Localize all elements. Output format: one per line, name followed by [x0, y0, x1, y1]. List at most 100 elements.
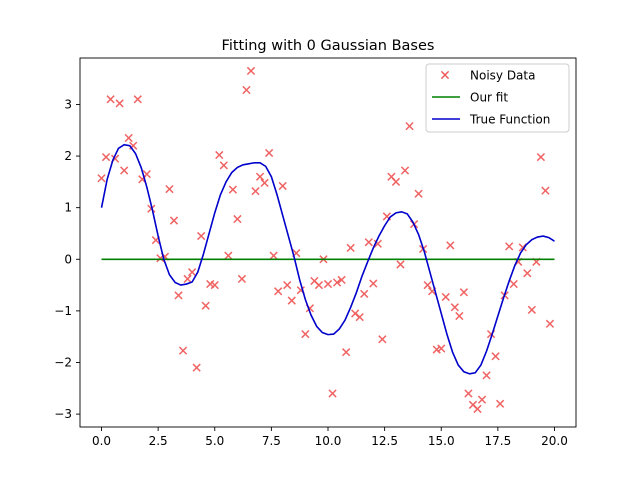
data-point	[255, 172, 265, 181]
data-point	[210, 280, 219, 290]
data-point	[477, 395, 487, 404]
data-point	[165, 184, 174, 194]
data-point	[459, 288, 469, 297]
y-tick-label: 1	[64, 201, 72, 215]
x-tick-label: 12.5	[371, 434, 398, 448]
data-point	[373, 239, 382, 248]
x-tick-label: 20.0	[541, 434, 568, 448]
data-point	[224, 251, 233, 260]
data-point	[491, 352, 500, 361]
data-point	[197, 231, 206, 241]
y-tick-label: −2	[54, 355, 72, 369]
axes: 0.0 2.5 5.0 7.5 10.0 12.5 15.0 17.5 20.0 −3 −2 −1 0 1…	[54, 57, 577, 448]
y-tick-label: 2	[64, 149, 72, 163]
data-point	[541, 186, 550, 195]
legend-box	[425, 63, 570, 133]
data-point	[360, 289, 369, 298]
data-point	[341, 348, 351, 357]
data-point	[301, 329, 310, 339]
data-point	[260, 178, 269, 188]
y-tick-label: −1	[54, 304, 72, 318]
x-tick-label: 5.0	[205, 434, 224, 448]
legend-label: True Function	[469, 113, 550, 127]
data-point	[473, 404, 482, 414]
y-tick-label: 3	[64, 97, 72, 111]
data-point	[536, 152, 546, 162]
data-point	[446, 241, 455, 250]
data-point	[527, 305, 536, 314]
data-point	[251, 187, 260, 196]
data-point	[183, 274, 192, 284]
x-tick-label: 0.0	[92, 434, 111, 448]
data-point	[101, 152, 111, 162]
data-point	[346, 243, 355, 253]
y-tick-label: −3	[54, 407, 72, 421]
data-point	[337, 275, 346, 285]
data-point	[523, 269, 532, 278]
data-point	[441, 292, 450, 302]
legend-label: Noisy Data	[470, 69, 535, 83]
data-point	[201, 301, 210, 310]
data-point	[396, 260, 405, 269]
data-point	[505, 242, 514, 251]
data-point	[115, 99, 124, 108]
data-point	[400, 166, 410, 175]
data-point	[215, 150, 224, 160]
data-point	[464, 389, 473, 398]
data-point	[423, 280, 432, 290]
data-point	[97, 174, 106, 183]
data-point	[192, 363, 201, 372]
x-tick-label: 15.0	[428, 434, 455, 448]
data-point	[274, 287, 283, 296]
data-point	[237, 274, 247, 284]
data-point	[219, 161, 228, 170]
data-point	[124, 133, 133, 143]
y-tick-label: 0	[64, 252, 72, 266]
data-point	[482, 371, 491, 380]
data-point	[178, 346, 188, 355]
data-point	[450, 303, 459, 312]
plot-area	[97, 66, 555, 414]
data-point	[133, 95, 142, 104]
data-point	[455, 311, 464, 321]
data-point	[287, 296, 296, 305]
data-point	[228, 185, 238, 194]
data-point	[120, 166, 129, 175]
data-point	[545, 319, 555, 328]
x-tick-label: 7.5	[262, 434, 281, 448]
series-line-true-function	[100, 143, 555, 375]
data-point	[323, 279, 333, 289]
data-point	[405, 121, 414, 131]
data-point	[328, 389, 337, 398]
data-point	[264, 148, 274, 158]
legend: Noisy Data Our fit True Function	[425, 63, 570, 133]
x-tick-label: 17.5	[485, 434, 512, 448]
data-point	[174, 291, 183, 300]
data-point	[242, 85, 251, 95]
data-point	[269, 251, 278, 260]
data-point	[509, 279, 518, 289]
legend-marker-noisy-data	[440, 70, 450, 80]
data-point	[278, 181, 287, 191]
data-point	[495, 399, 505, 408]
x-tick-label: 2.5	[149, 434, 168, 448]
data-point	[378, 335, 387, 344]
data-point	[106, 95, 115, 104]
data-point	[369, 279, 378, 288]
chart-title: Fitting with 0 Gaussian Bases	[222, 38, 435, 54]
data-point	[355, 312, 364, 322]
data-point	[314, 280, 324, 290]
data-point	[233, 214, 242, 224]
legend-label: Our fit	[470, 91, 508, 105]
data-point	[364, 238, 373, 247]
x-tick-label: 10.0	[315, 434, 342, 448]
data-point	[332, 278, 342, 287]
data-point	[391, 177, 401, 186]
data-point	[414, 189, 423, 198]
data-point	[187, 268, 197, 277]
data-point	[246, 66, 256, 76]
data-point	[169, 216, 179, 225]
data-point	[437, 344, 446, 353]
data-point	[283, 280, 292, 290]
